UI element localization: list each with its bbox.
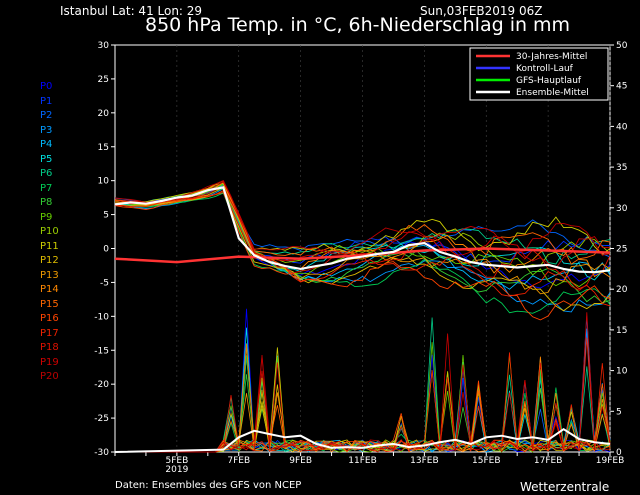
member-label: P0 (40, 81, 53, 92)
member-label: P9 (40, 211, 53, 223)
y-left-tick-label: -10 (94, 312, 109, 322)
member-label: P12 (40, 255, 59, 266)
y-left-tick-label: -25 (94, 414, 109, 424)
y-right-tick-label: 30 (616, 204, 628, 214)
y-left-tick-label: -30 (94, 448, 109, 458)
member-label: P2 (40, 110, 53, 121)
temp-member-line (114, 190, 611, 312)
y-left-tick-label: 10 (98, 177, 110, 187)
member-label: P18 (40, 342, 59, 353)
x-tick-label: 9FEB (289, 456, 312, 466)
ensemble-mean-precip-line (114, 428, 611, 453)
legend-label: 30-Jahres-Mittel (516, 52, 587, 62)
precip-member-line (115, 356, 611, 453)
member-label: P8 (40, 197, 53, 208)
chart-title: 850 hPa Temp. in °C, 6h-Niederschlag in … (145, 14, 571, 36)
y-right-tick-label: 50 (616, 41, 628, 51)
x-tick-label: 7FEB (227, 456, 250, 466)
member-label: P17 (40, 327, 59, 339)
x-tick-sublabel: 2019 (165, 465, 188, 475)
data-source: Daten: Ensembles des GFS von NCEP (115, 480, 302, 491)
precip-member-line (115, 337, 611, 453)
member-label: P4 (40, 139, 53, 150)
y-left-tick-label: -20 (94, 380, 109, 390)
legend-label: GFS-Hauptlauf (516, 76, 582, 86)
temp-member-line (114, 191, 611, 321)
member-list: P0 P1 P2 P3 P4 P5 P6 P7 P8 P9 P10 P11 P12 P13 P14 P15 P1… (40, 80, 80, 385)
member-label: P6 (40, 168, 53, 179)
legend-label: Ensemble-Mittel (516, 88, 589, 98)
member-label: P13 (40, 269, 59, 281)
y-left-tick-label: 0 (103, 245, 109, 255)
x-tick-label: 13FEB (410, 456, 439, 466)
member-label: P19 (40, 356, 59, 368)
y-right-tick-label: 10 (616, 367, 628, 377)
member-label: P3 (40, 124, 53, 136)
member-label: P1 (40, 95, 53, 107)
y-left-tick-label: 5 (103, 211, 109, 221)
climate-mean-line (114, 247, 611, 264)
temp-member-line (114, 180, 611, 265)
y-right-tick-label: 5 (616, 407, 622, 417)
temp-member-line (114, 192, 611, 314)
y-right-tick-label: 35 (616, 163, 627, 173)
y-right-tick-label: 25 (616, 245, 627, 255)
x-tick-label: 5FEB (165, 456, 188, 466)
y-right-tick-label: 20 (616, 285, 628, 295)
y-right-tick-label: 45 (616, 82, 627, 92)
y-left-tick-label: 20 (98, 109, 110, 119)
y-left-tick-label: 15 (98, 143, 109, 153)
member-label: P20 (40, 371, 59, 382)
y-left-tick-label: 25 (98, 75, 109, 85)
y-right-tick-label: 40 (616, 122, 628, 132)
temp-member-line (114, 189, 611, 307)
x-tick-label: 19FEB (596, 456, 625, 466)
member-label: P10 (40, 226, 59, 237)
member-label: P15 (40, 298, 59, 310)
member-label: P7 (40, 182, 53, 194)
x-tick-label: 11FEB (348, 456, 377, 466)
ensemble-mean-temp-line (114, 186, 611, 274)
member-label: P14 (40, 284, 59, 295)
member-label: P16 (40, 313, 59, 324)
temp-member-line (114, 180, 611, 256)
y-right-tick-label: 15 (616, 326, 627, 336)
y-left-tick-label: -15 (94, 346, 109, 356)
member-label: P5 (40, 153, 53, 165)
x-tick-label: 17FEB (534, 456, 563, 466)
brand-label: Wetterzentrale (520, 480, 610, 494)
legend-label: Kontroll-Lauf (516, 64, 574, 74)
location-label: Istanbul Lat: 41 Lon: 29 (60, 4, 203, 18)
y-left-tick-label: -5 (100, 278, 109, 288)
y-left-tick-label: 30 (98, 41, 110, 51)
x-tick-label: 15FEB (472, 456, 501, 466)
y-right-tick-label: 0 (616, 448, 622, 458)
member-label: P11 (40, 240, 59, 252)
run-time-label: Sun,03FEB2019 06Z (420, 4, 543, 18)
